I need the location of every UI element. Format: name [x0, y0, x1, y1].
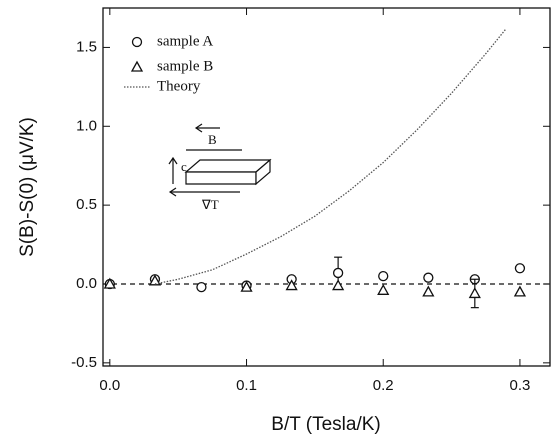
inset-label: c: [181, 159, 187, 174]
x-tick-label: 0.2: [373, 377, 394, 394]
legend-label: sample B: [157, 58, 213, 74]
marker: [513, 285, 527, 297]
y-tick-label: 0.0: [76, 275, 97, 292]
x-tick-label: 0.1: [236, 377, 257, 394]
inset-label: ∇T: [201, 197, 219, 212]
x-tick-label: 0.3: [509, 377, 530, 394]
marker: [196, 281, 207, 293]
y-tick-label: 1.0: [76, 117, 97, 134]
legend-label: sample A: [157, 33, 213, 49]
y-tick-label: 0.5: [76, 196, 97, 213]
arrow-head: [194, 123, 203, 133]
slab-front: [185, 171, 257, 185]
marker: [378, 270, 389, 282]
marker: [514, 263, 526, 274]
marker: [148, 274, 162, 286]
x-tick-label: 0.0: [99, 377, 120, 394]
marker: [240, 280, 253, 292]
marker: [332, 279, 345, 291]
arrow-head: [168, 156, 178, 165]
marker: [377, 283, 390, 295]
y-axis-label: S(B)-S(0) (μV/K): [17, 117, 38, 257]
marker: [422, 285, 435, 297]
marker: [332, 267, 344, 279]
x-axis-label: B/T (Tesla/K): [271, 414, 380, 435]
arrow-head: [168, 187, 177, 197]
theory-line: [154, 28, 507, 285]
slab-side: [255, 158, 271, 186]
legend-label: Theory: [157, 78, 201, 94]
inset: [168, 123, 272, 197]
plot-frame: [102, 7, 551, 367]
marker: [103, 277, 116, 289]
y-tick-label: 1.5: [76, 38, 97, 55]
legend-marker: [130, 60, 144, 72]
marker: [423, 272, 434, 283]
marker: [468, 287, 481, 299]
y-tick-label: -0.5: [71, 354, 97, 371]
inset-label: B: [208, 132, 217, 147]
marker: [285, 279, 298, 291]
legend-marker: [131, 36, 143, 48]
